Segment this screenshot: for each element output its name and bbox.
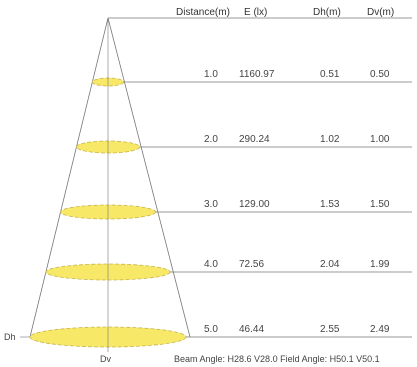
- row-5-dv: 2.49: [370, 324, 390, 335]
- dh-label: Dh: [4, 332, 16, 342]
- row-1-dh: 0.51: [320, 69, 340, 80]
- row-4-dh: 2.04: [320, 259, 340, 270]
- row-2-distance: 2.0: [204, 134, 218, 145]
- cone-left-edge: [29, 17, 109, 338]
- row-3-dh: 1.53: [320, 199, 340, 210]
- row-5-dh: 2.55: [320, 324, 340, 335]
- row-4-distance: 4.0: [204, 259, 218, 270]
- row-1-e: 1160.97: [239, 69, 275, 80]
- header-illuminance: E (lx): [244, 7, 267, 18]
- row-2-dv: 1.00: [370, 134, 390, 145]
- header-dh: Dh(m): [313, 7, 341, 18]
- beam-field-angle-note: Beam Angle: H28.6 V28.0 Field Angle: H50…: [174, 354, 380, 364]
- row-5-e: 46.44: [239, 324, 264, 335]
- row-3-distance: 3.0: [204, 199, 218, 210]
- row-4-dv: 1.99: [370, 259, 390, 270]
- row-1-distance: 1.0: [204, 69, 218, 80]
- row-3-dv: 1.50: [370, 199, 390, 210]
- row-2-e: 290.24: [239, 134, 270, 145]
- header-dv: Dv(m): [367, 7, 394, 18]
- row-3-e: 129.00: [239, 199, 270, 210]
- cone-right-edge: [107, 17, 191, 338]
- row-2-dh: 1.02: [320, 134, 340, 145]
- header-distance: Distance(m): [176, 7, 230, 18]
- row-1-dv: 0.50: [370, 69, 390, 80]
- row-5-distance: 5.0: [204, 324, 218, 335]
- row-4-e: 72.56: [239, 259, 264, 270]
- dv-label: Dv: [100, 354, 111, 364]
